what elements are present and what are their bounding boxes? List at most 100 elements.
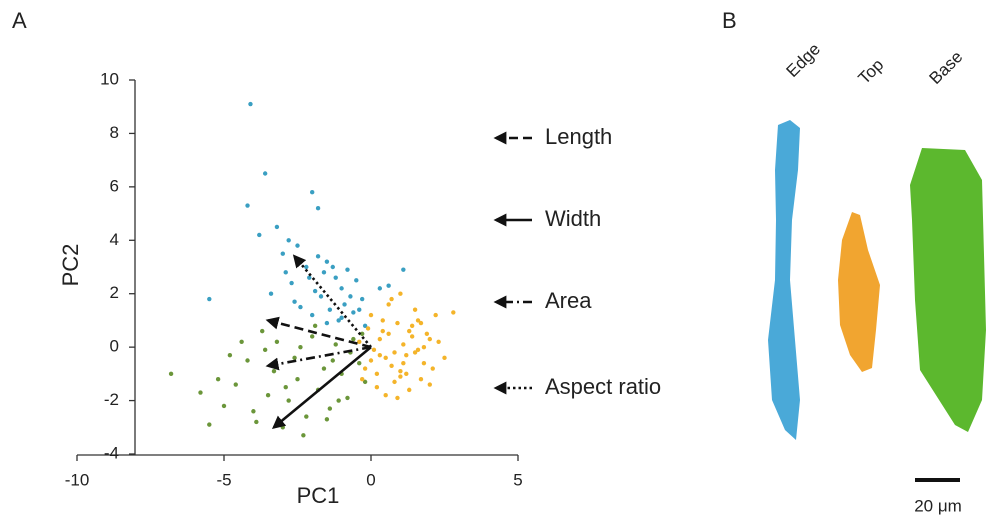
y-tick-label: 0 — [110, 337, 119, 356]
point — [215, 377, 221, 382]
point — [245, 358, 250, 363]
point — [351, 336, 356, 342]
point — [418, 320, 424, 326]
point — [362, 379, 368, 385]
point — [251, 409, 256, 414]
point — [392, 379, 397, 385]
point — [412, 307, 418, 312]
point — [257, 232, 262, 238]
point — [271, 368, 277, 374]
point — [283, 385, 288, 390]
point — [207, 422, 212, 427]
point — [221, 403, 227, 409]
loading-arrow — [271, 346, 372, 429]
plot: -10 -5 0 5 -4 -2 0 2 4 6 8 10 PC1 PC2 Length Width Area A… — [58, 69, 661, 507]
y-tick-label: 6 — [110, 176, 119, 195]
point — [286, 398, 291, 403]
point — [330, 264, 335, 270]
point — [333, 342, 338, 347]
point — [336, 318, 341, 323]
point — [424, 331, 430, 336]
point — [377, 352, 383, 358]
point — [362, 366, 368, 371]
cell-edge — [768, 120, 800, 440]
point — [442, 355, 447, 361]
point — [298, 344, 303, 350]
point — [404, 371, 409, 377]
point — [351, 310, 356, 315]
point — [345, 395, 350, 401]
point — [409, 334, 415, 339]
point — [354, 278, 359, 283]
point — [377, 336, 383, 342]
point — [409, 323, 415, 328]
point — [260, 328, 265, 334]
point — [248, 101, 253, 107]
point — [324, 320, 330, 326]
point — [310, 312, 315, 318]
loading-arrow — [265, 316, 372, 349]
point — [401, 267, 406, 272]
point — [357, 339, 362, 344]
x-tick-label: 5 — [513, 470, 522, 489]
point — [380, 328, 385, 334]
cell-label: Base — [926, 47, 967, 88]
cell-label: Edge — [783, 39, 825, 81]
y-tick-label: 8 — [110, 123, 119, 142]
point — [168, 371, 174, 377]
point — [389, 363, 394, 369]
point — [383, 355, 388, 361]
point — [395, 320, 400, 326]
x-tick-label: -5 — [216, 470, 231, 489]
point — [392, 350, 397, 355]
point — [368, 312, 374, 318]
point — [383, 393, 388, 398]
y-tick-label: 2 — [110, 283, 119, 302]
point — [312, 323, 318, 328]
point — [430, 366, 435, 371]
x-tick-label: -10 — [65, 470, 90, 489]
y-tick-label: 4 — [110, 230, 119, 249]
y-tick-label: 10 — [100, 69, 119, 88]
point — [336, 398, 341, 403]
point — [368, 358, 374, 363]
cell-top — [838, 212, 880, 372]
point — [280, 251, 285, 256]
point — [274, 224, 280, 230]
point — [427, 336, 432, 342]
cell-label: Top — [855, 55, 888, 88]
point — [310, 190, 315, 195]
point — [401, 360, 406, 366]
point — [407, 387, 412, 393]
point — [233, 382, 238, 387]
point — [395, 395, 400, 401]
point — [339, 315, 344, 320]
point — [377, 286, 383, 291]
point — [348, 294, 353, 299]
point — [321, 270, 327, 275]
point — [295, 377, 300, 382]
point — [280, 425, 285, 430]
point — [274, 339, 280, 344]
x-axis-title: PC1 — [297, 483, 340, 508]
point — [312, 288, 318, 294]
y-axis-title: PC2 — [58, 244, 83, 287]
legend-label: Aspect ratio — [545, 374, 661, 399]
point — [357, 360, 362, 366]
point — [427, 382, 432, 387]
point — [421, 344, 427, 350]
point — [359, 331, 365, 336]
point — [433, 312, 438, 318]
legend-label: Area — [545, 288, 592, 313]
point — [418, 377, 424, 382]
point — [262, 171, 268, 176]
point — [333, 275, 338, 280]
point — [327, 406, 333, 411]
loading-arrow — [265, 345, 372, 371]
point — [386, 331, 391, 336]
point — [398, 291, 403, 296]
point — [371, 347, 377, 353]
point — [301, 433, 306, 438]
scale-bar-label: 20 μm — [914, 496, 962, 515]
point — [380, 318, 385, 323]
